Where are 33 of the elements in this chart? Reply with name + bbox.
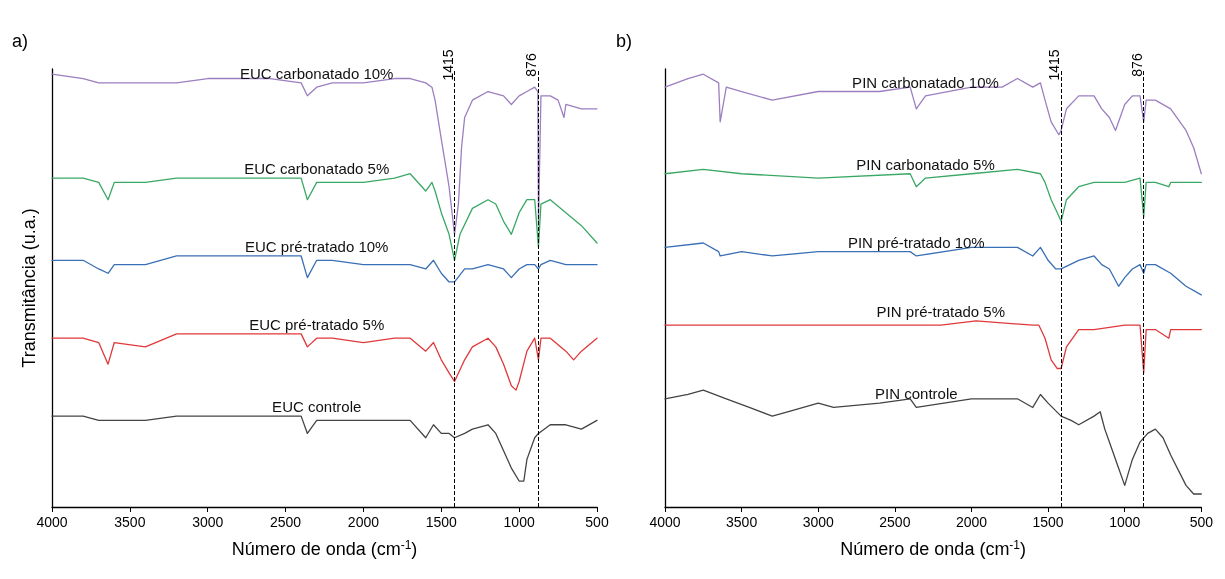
ref-line-label: 876 bbox=[1128, 53, 1145, 77]
x-tick-label: 1500 bbox=[1032, 514, 1064, 530]
x-tick-label: 1000 bbox=[503, 514, 535, 530]
series-label: EUC controle bbox=[272, 398, 362, 416]
series-label: PIN pré-tratado 10% bbox=[847, 233, 985, 251]
series-label: EUC pré-tratado 10% bbox=[245, 238, 389, 256]
x-tick-label: 1000 bbox=[1109, 514, 1141, 530]
y-axis-title: Transmitância (u.a.) bbox=[19, 208, 39, 368]
x-tick-label: 2500 bbox=[879, 514, 911, 530]
series-label: PIN pré-tratado 5% bbox=[876, 303, 1006, 321]
x-tick-label: 500 bbox=[585, 514, 609, 530]
x-tick-label: 3000 bbox=[192, 514, 224, 530]
x-tick-label: 2500 bbox=[269, 514, 302, 530]
x-tick-label: 3000 bbox=[802, 514, 835, 530]
x-tick-label: 4000 bbox=[649, 514, 681, 530]
ref-line-label: 1415 bbox=[439, 49, 456, 81]
ref-line-label: 876 bbox=[523, 53, 540, 77]
x-tick-label: 1500 bbox=[425, 514, 458, 530]
x-tick-label: 2000 bbox=[955, 514, 988, 530]
series-label: EUC carbonatado 10% bbox=[240, 65, 394, 83]
ref-line-label: 1415 bbox=[1046, 49, 1063, 81]
series-label: EUC pré-tratado 5% bbox=[249, 316, 385, 334]
x-tick-label: 2000 bbox=[347, 514, 380, 530]
series-label: PIN carbonatado 5% bbox=[856, 156, 995, 174]
x-tick-label: 3500 bbox=[114, 514, 146, 530]
series-label: EUC carbonatado 5% bbox=[244, 160, 390, 178]
series-label: PIN controle bbox=[875, 385, 958, 403]
x-tick-label: 4000 bbox=[36, 514, 68, 530]
x-tick-label: 500 bbox=[1189, 514, 1214, 530]
series-label: PIN carbonatado 10% bbox=[852, 73, 999, 91]
x-tick-label: 3500 bbox=[726, 514, 758, 530]
text: a) bbox=[12, 31, 29, 51]
text: b) bbox=[616, 31, 633, 51]
